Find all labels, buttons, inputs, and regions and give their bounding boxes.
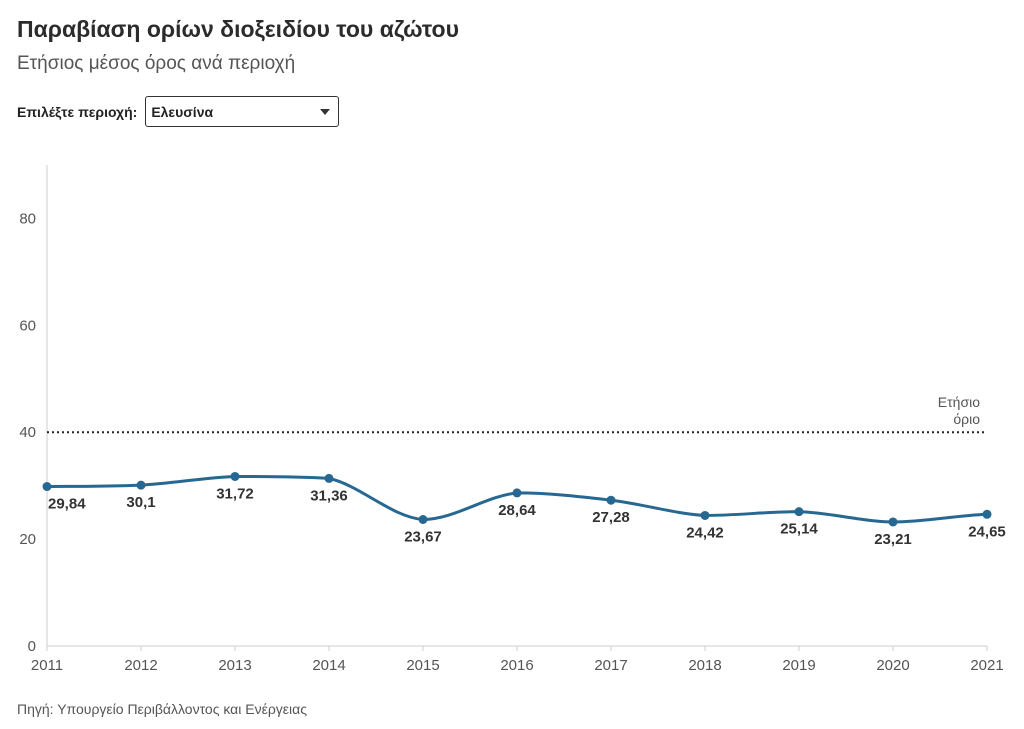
x-tick-label: 2020 (876, 657, 909, 674)
source-note: Πηγή: Υπουργείο Περιβάλλοντος και Ενέργε… (17, 701, 308, 717)
reference-line-label: Ετήσιο όριο (938, 394, 980, 427)
data-point (794, 507, 804, 517)
chevron-down-icon (320, 108, 331, 115)
reference-line-label-part: Ετήσιο (938, 394, 980, 410)
region-selector-label: Επιλέξτε περιοχή: (17, 103, 138, 120)
page-subtitle: Ετήσιος μέσος όρος ανά περιοχή (17, 53, 296, 74)
reference-line-label-part: όριο (953, 411, 980, 427)
x-tick-label: 2018 (688, 657, 721, 674)
region-dropdown[interactable]: Ελευσίνα (145, 96, 340, 127)
data-point (982, 509, 992, 519)
data-point (700, 510, 710, 520)
data-point (418, 514, 428, 524)
y-tick-label: 60 (19, 317, 36, 334)
data-label: 29,84 (48, 496, 86, 513)
data-point (324, 473, 334, 483)
x-tick-label: 2017 (594, 657, 627, 674)
data-label: 24,65 (968, 523, 1006, 540)
data-point (888, 517, 898, 527)
y-tick-label: 80 (19, 210, 36, 227)
data-label: 23,67 (404, 528, 442, 545)
x-tick-label: 2016 (500, 657, 533, 674)
data-label: 28,64 (498, 502, 536, 519)
x-tick-label: 2014 (312, 657, 345, 674)
data-point (606, 495, 616, 505)
data-point (230, 471, 240, 481)
data-label: 24,42 (686, 524, 724, 541)
x-tick-label: 2011 (31, 657, 63, 674)
data-point (136, 480, 146, 490)
data-label: 31,72 (216, 485, 254, 502)
data-label: 27,28 (592, 509, 630, 526)
x-tick-label: 2019 (782, 657, 815, 674)
y-tick-label: 20 (19, 531, 36, 548)
data-label: 25,14 (780, 521, 818, 538)
region-selector-row: Επιλέξτε περιοχή: Ελευσίνα (17, 95, 340, 128)
data-point (512, 488, 522, 498)
x-tick-label: 2021 (970, 657, 1003, 674)
data-label: 31,36 (310, 487, 348, 504)
data-point (42, 482, 52, 492)
region-dropdown-value: Ελευσίνα (151, 103, 214, 120)
x-tick-label: 2013 (218, 657, 251, 674)
y-tick-label: 40 (19, 424, 36, 441)
data-label: 23,21 (874, 531, 912, 548)
y-tick-label: 0 (28, 638, 36, 655)
x-tick-label: 2012 (124, 657, 157, 674)
page-title: Παραβίαση ορίων διοξειδίου του αζώτου (17, 16, 459, 42)
data-label: 30,1 (126, 494, 155, 511)
x-tick-label: 2015 (406, 657, 439, 674)
